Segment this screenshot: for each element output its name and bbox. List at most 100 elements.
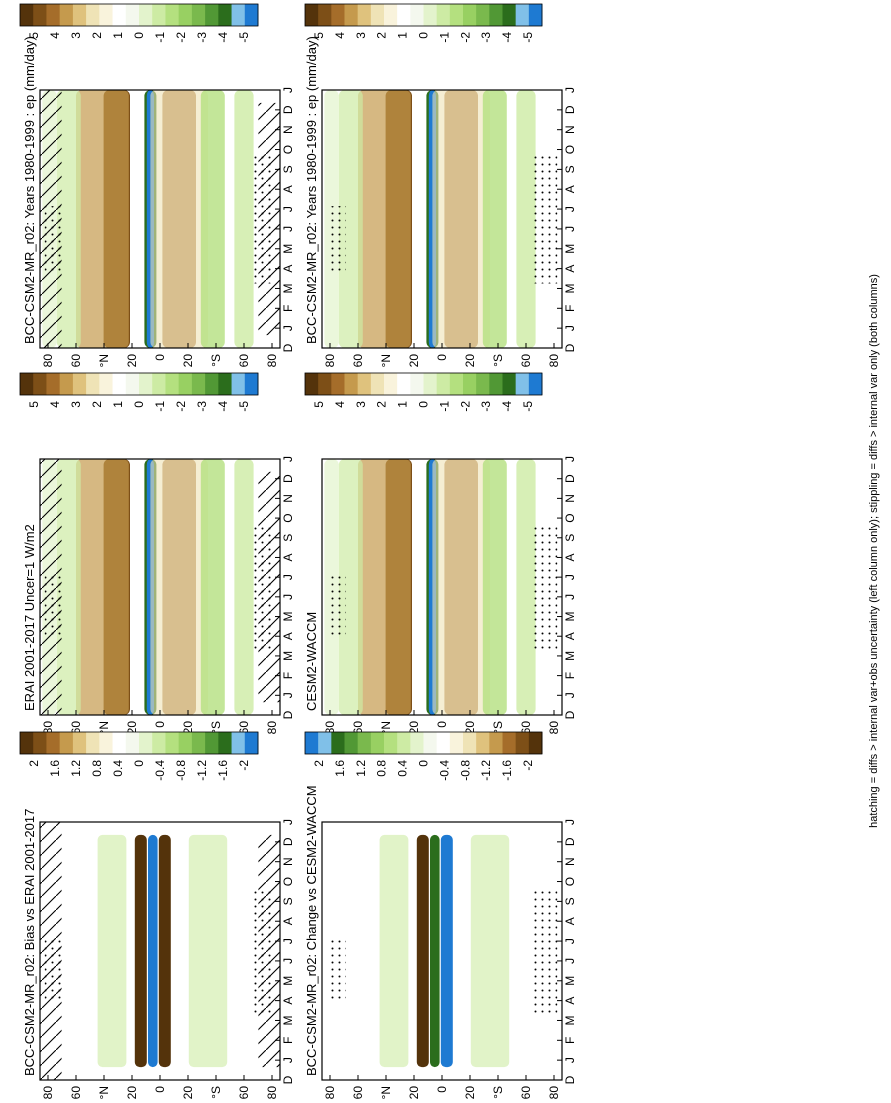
colorbar-tick-label: 5: [27, 32, 41, 39]
colorbar-swatch: [502, 4, 517, 26]
colorbar-swatch: [463, 373, 477, 395]
month-tick-label: N: [563, 125, 577, 134]
lat-tick-label: 60: [351, 721, 365, 735]
month-tick-label: J: [281, 819, 295, 825]
month-tick-label: M: [563, 244, 577, 254]
lat-tick-label: 20: [125, 721, 139, 735]
month-tick-label: M: [281, 244, 295, 254]
colorbar-swatch: [33, 732, 47, 754]
month-tick-label: S: [563, 897, 577, 905]
colorbar-swatch: [384, 4, 398, 26]
lat-tick-label: 60: [69, 354, 83, 368]
lat-tick-label: 80: [265, 354, 279, 368]
colorbar-swatch: [318, 732, 332, 754]
lat-tick-label: 60: [237, 721, 251, 735]
colorbar-swatch: [305, 732, 319, 754]
colorbar-tick-label: 1.6: [48, 760, 62, 777]
field-band: [134, 834, 147, 1068]
month-tick-label: M: [281, 976, 295, 986]
lat-tick-label: 0: [153, 1086, 167, 1093]
colorbar-tick-label: 4: [333, 32, 347, 39]
lat-tick-label: °S: [491, 354, 505, 367]
month-tick-label: J: [281, 938, 295, 944]
field-band: [440, 834, 453, 1068]
colorbar-tick-label: -2: [458, 32, 472, 43]
month-tick-label: S: [281, 897, 295, 905]
colorbar-tick-label: -2: [174, 32, 188, 43]
colorbar-tick-label: -5: [521, 401, 535, 412]
colorbar-swatch: [191, 4, 206, 26]
month-tick-label: J: [563, 938, 577, 944]
colorbar-swatch: [125, 732, 140, 754]
colorbar-frame: [19, 3, 259, 27]
month-tick-label: J: [563, 819, 577, 825]
field-band: [482, 90, 507, 348]
colorbar-swatch: [528, 4, 543, 26]
colorbar-tick-label: 1: [396, 32, 410, 39]
lat-tick-label: °S: [209, 354, 223, 367]
month-tick-label: M: [563, 976, 577, 986]
month-tick-label: J: [281, 594, 295, 600]
colorbar-swatch: [489, 732, 503, 754]
month-tick-label: F: [281, 1037, 295, 1044]
lat-tick-label: 20: [125, 354, 139, 368]
colorbar-tick-label: 2: [375, 401, 389, 408]
colorbar-swatch: [152, 373, 166, 395]
colorbar-swatch: [502, 732, 517, 754]
colorbar-swatch: [528, 732, 543, 754]
field-band: [56, 90, 81, 348]
heatmap-plot: [321, 89, 563, 349]
colorbar-tick-label: 2: [312, 760, 326, 767]
panel-row2-right: 5 4 3 2 1 0 -1 -2 -3 -4 -5CESM2-WACCMDJFMAMJJASOND…: [304, 372, 577, 735]
colorbar-frame: [304, 3, 543, 27]
lat-tick-label: °N: [379, 721, 393, 734]
month-tick-label: M: [281, 283, 295, 293]
colorbar-tick-label: 0.4: [396, 760, 410, 777]
field-band: [358, 90, 411, 348]
colorbar-tick-label: 3: [69, 401, 83, 408]
colorbar-swatch: [86, 732, 100, 754]
colorbar-tick-label: -3: [195, 401, 209, 412]
month-tick-label: A: [281, 917, 295, 925]
panel-title: BCC-CSM2-MR_r02: Change vs CESM2-WACCM: [304, 785, 319, 1076]
month-tick-label: O: [281, 513, 295, 522]
field-band: [148, 834, 158, 1068]
lat-tick-label: 60: [351, 1086, 365, 1100]
month-tick-label: J: [563, 456, 577, 462]
colorbar-swatch: [384, 373, 398, 395]
lat-tick-label: 80: [547, 1086, 561, 1100]
lat-tick-label: 60: [351, 354, 365, 368]
month-tick-label: M: [281, 1015, 295, 1025]
month-tick-label: F: [563, 305, 577, 312]
colorbar-swatch: [46, 4, 61, 26]
lat-tick-label: 20: [463, 1086, 477, 1100]
field-band: [150, 90, 208, 348]
heatmap-plot: [321, 458, 563, 716]
colorbar-swatch: [139, 373, 153, 395]
lat-tick-label: 60: [519, 1086, 533, 1100]
month-tick-label: J: [281, 574, 295, 580]
colorbar-tick-label: 4: [48, 401, 62, 408]
colorbar-tick-label: 0: [132, 32, 146, 39]
colorbar-swatch: [357, 373, 372, 395]
colorbar-tick-label: 0: [132, 760, 146, 767]
field-band: [432, 459, 490, 715]
month-tick-label: D: [281, 474, 295, 483]
lat-tick-label: 80: [265, 1086, 279, 1100]
colorbar-swatch: [423, 732, 438, 754]
colorbar-swatch: [344, 373, 359, 395]
month-tick-label: D: [281, 343, 295, 352]
colorbar-swatch: [370, 4, 385, 26]
lat-tick-label: 80: [323, 354, 337, 368]
month-tick-label: O: [563, 513, 577, 522]
field-band: [338, 90, 363, 348]
colorbar-swatch: [515, 732, 530, 754]
colorbar-tick-label: -1: [437, 32, 451, 43]
stippling-region: [251, 886, 276, 1016]
heatmap-plot: [39, 458, 281, 716]
month-tick-label: F: [281, 305, 295, 312]
lat-tick-label: 80: [41, 1086, 55, 1100]
month-tick-label: O: [563, 145, 577, 154]
field-band: [76, 459, 129, 715]
